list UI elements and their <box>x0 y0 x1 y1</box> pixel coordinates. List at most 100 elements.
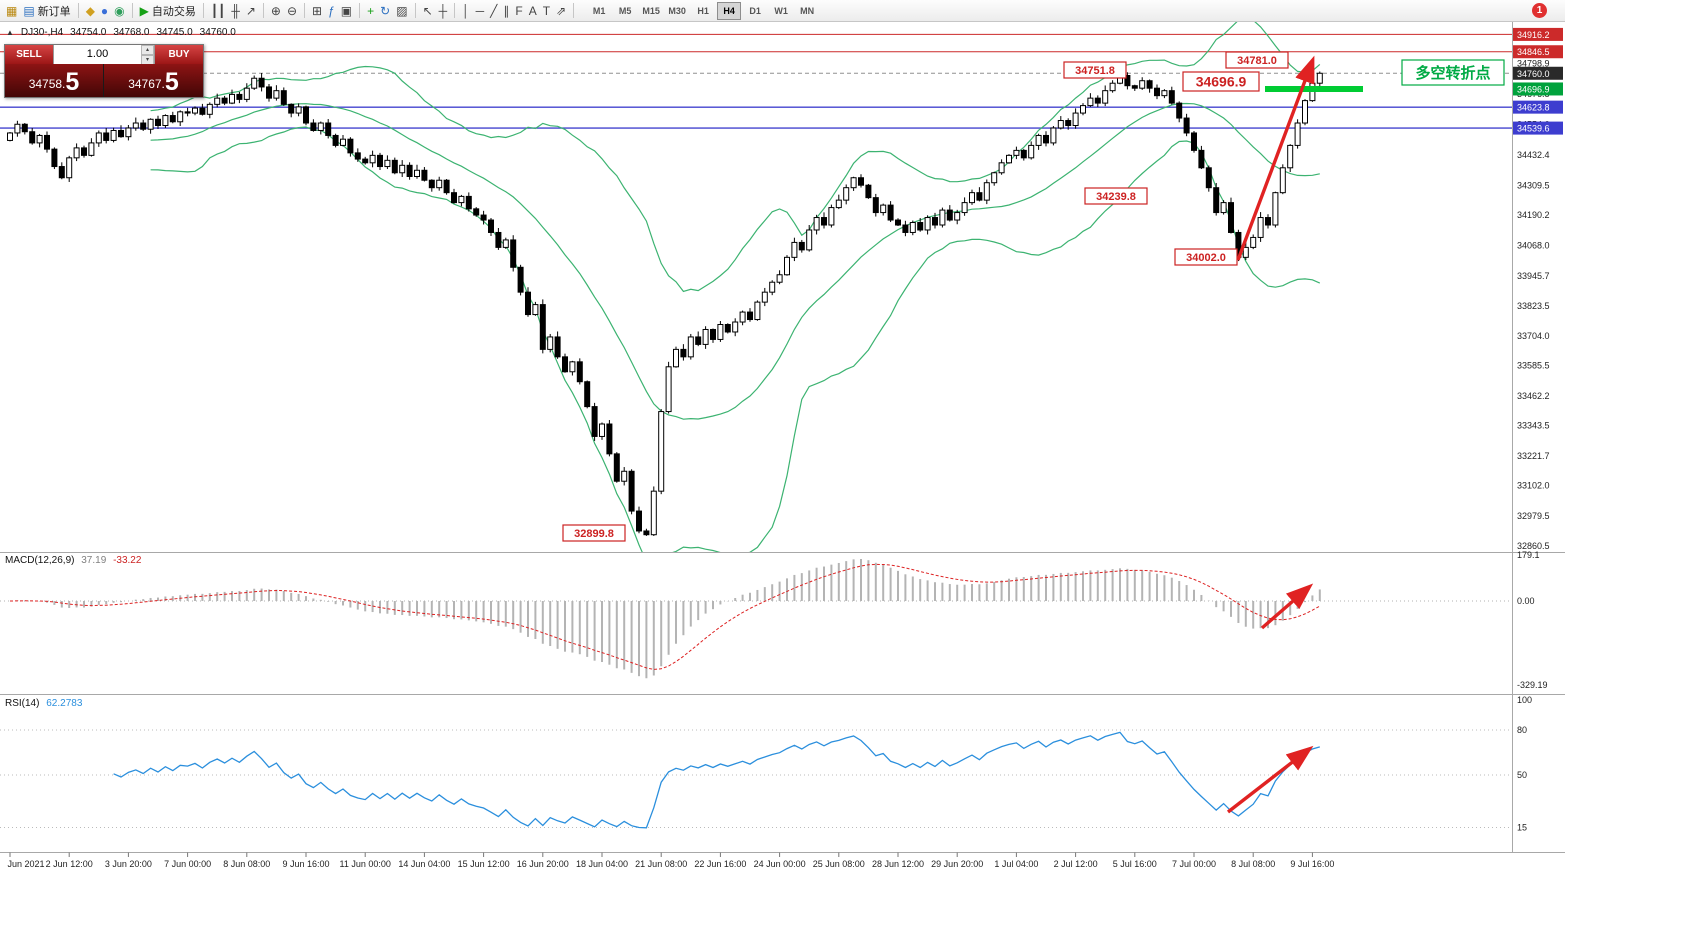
quote-open: 34754.0 <box>70 27 107 38</box>
time-axis-label: 7 Jul 00:00 <box>1172 859 1216 869</box>
tf-m1[interactable]: M1 <box>592 5 606 16</box>
quote-close: 34760.0 <box>199 27 236 38</box>
periods-icon[interactable]: ↻ <box>377 2 393 20</box>
zoom-out-icon: ⊖ <box>286 3 298 18</box>
indicators-icon[interactable]: ƒ <box>325 2 338 20</box>
tf-h4[interactable]: H4 <box>717 1 742 20</box>
time-axis-label: 25 Jun 08:00 <box>813 859 865 869</box>
time-axis-label: 15 Jun 12:00 <box>458 859 510 869</box>
text-icon[interactable]: A <box>526 2 540 20</box>
chart-line-icon: ↗ <box>245 3 256 18</box>
vertical-line-icon[interactable]: │ <box>459 2 473 20</box>
tile-windows-icon[interactable]: ⊞ <box>309 2 325 20</box>
chart-bars-icon[interactable]: ┃┃ <box>208 2 228 20</box>
horizontal-line-icon[interactable]: ─ <box>473 2 488 20</box>
ask-price[interactable]: 34767. 5 <box>104 64 203 97</box>
fibonacci-icon[interactable]: F <box>512 2 525 20</box>
sell-button[interactable]: SELL <box>5 45 53 64</box>
chart-shot-icon: ▨ <box>396 3 408 18</box>
price-tag-text: 34846.5 <box>1517 47 1550 57</box>
macd-indicator-label: MACD(12,26,9) 37.19 -33.22 <box>5 555 141 566</box>
ask-price-big: 5 <box>164 68 179 96</box>
rsi-axis-label: 80 <box>1517 725 1527 735</box>
trend-arrow <box>1236 55 1315 261</box>
price-tag-text: 34916.2 <box>1517 30 1550 40</box>
channel-icon[interactable]: ∥ <box>500 2 512 20</box>
tf-m15[interactable]: M15 <box>642 5 660 16</box>
tile-windows-icon: ⊞ <box>312 3 323 18</box>
svg-text:33462.2: 33462.2 <box>1517 391 1550 401</box>
crosshair-icon: ┼ <box>438 3 448 18</box>
tf-d1[interactable]: D1 <box>749 5 761 16</box>
time-axis-label: 9 Jul 16:00 <box>1290 859 1334 869</box>
cursor-icon[interactable]: ↖ <box>420 2 436 20</box>
annotation-box <box>1182 71 1260 92</box>
toolbar-separator <box>454 3 456 18</box>
history-center-icon[interactable]: ◆ <box>83 2 98 20</box>
horizontal-line-icon: ─ <box>475 3 485 18</box>
time-axis-label: 22 Jun 16:00 <box>694 859 746 869</box>
volume-spinner[interactable]: ▴ ▾ <box>141 45 154 65</box>
macd-title: MACD(12,26,9) <box>5 555 75 566</box>
time-axis-label: 28 Jun 12:00 <box>872 859 924 869</box>
svg-text:33343.5: 33343.5 <box>1517 421 1550 431</box>
tf-mn[interactable]: MN <box>800 5 815 16</box>
time-axis-label: 2 Jun 12:00 <box>46 859 93 869</box>
price-tag <box>1513 27 1563 41</box>
time-axis-label: Jun 2021 <box>7 859 44 869</box>
price-tag <box>1513 100 1563 114</box>
volume-up-icon[interactable]: ▴ <box>141 45 154 55</box>
time-axis-label: 3 Jun 20:00 <box>105 859 152 869</box>
annotation-text: 32899.8 <box>574 528 614 540</box>
rsi-line <box>113 731 1320 829</box>
tf-h1[interactable]: H1 <box>697 5 709 16</box>
templates-icon[interactable]: ▣ <box>338 2 355 20</box>
new-chart-icon[interactable]: ▦ <box>3 2 20 20</box>
ask-price-small: 34767. <box>128 77 165 91</box>
time-axis-label: 24 Jun 00:00 <box>754 859 806 869</box>
svg-text:32979.5: 32979.5 <box>1517 511 1550 521</box>
indicators-icon: ƒ <box>328 3 335 18</box>
toolbar-separator <box>359 3 361 18</box>
chart-shot-icon[interactable]: ▨ <box>393 2 410 20</box>
bid-price[interactable]: 34758. 5 <box>5 64 104 97</box>
chart-line-icon[interactable]: ↗ <box>243 2 259 20</box>
volume-value: 1.00 <box>86 48 109 60</box>
chart-bars-icon: ┃┃ <box>210 3 226 18</box>
trendline-icon[interactable]: ╱ <box>487 2 500 20</box>
tf-w1[interactable]: W1 <box>774 5 788 16</box>
time-axis-label: 5 Jul 16:00 <box>1113 859 1157 869</box>
crosshair-icon[interactable]: ┼ <box>436 2 451 20</box>
rsi-axis-label: 50 <box>1517 770 1527 780</box>
chart-candles-icon[interactable]: ╫ <box>228 2 243 20</box>
zoom-out-icon[interactable]: ⊖ <box>284 2 300 20</box>
add-indicator-icon[interactable]: + <box>364 2 377 20</box>
new-order-button[interactable]: ▤ 新订单 <box>20 2 73 20</box>
rsi-value: 62.2783 <box>46 698 83 709</box>
macd-axis-label: 0.00 <box>1517 596 1535 606</box>
svg-text:33704.0: 33704.0 <box>1517 331 1550 341</box>
annotation-text: 多空转折点 <box>1415 64 1490 82</box>
accounts-icon[interactable]: ● <box>98 2 111 20</box>
annotation-text: 34002.0 <box>1186 252 1226 264</box>
tf-m5[interactable]: M5 <box>618 5 632 16</box>
annotation-box <box>562 524 626 542</box>
arrows-icon[interactable]: ⇗ <box>553 2 569 20</box>
chart-canvas[interactable]: 34751.8 34781.0 34696.9 34239.8 34002.0 32899… <box>0 22 1565 872</box>
rsi-indicator-label: RSI(14) 62.2783 <box>5 698 82 709</box>
autotrade-button[interactable]: ▶ 自动交易 <box>137 2 199 20</box>
toolbar-separator <box>414 3 416 18</box>
price-tag <box>1513 121 1563 135</box>
volume-input[interactable]: 1.00 ▴ ▾ <box>53 45 155 65</box>
svg-text:34190.2: 34190.2 <box>1517 210 1550 220</box>
tf-m30[interactable]: M30 <box>668 5 686 16</box>
svg-text:33102.0: 33102.0 <box>1517 481 1550 491</box>
refresh-icon[interactable]: ◉ <box>111 2 127 20</box>
refresh-icon: ◉ <box>114 3 125 18</box>
label-icon[interactable]: T <box>540 2 553 20</box>
macd-signal-value: -33.22 <box>113 555 142 566</box>
zoom-in-icon[interactable]: ⊕ <box>268 2 284 20</box>
buy-button[interactable]: BUY <box>155 45 203 64</box>
time-axis-label: 14 Jun 04:00 <box>398 859 450 869</box>
